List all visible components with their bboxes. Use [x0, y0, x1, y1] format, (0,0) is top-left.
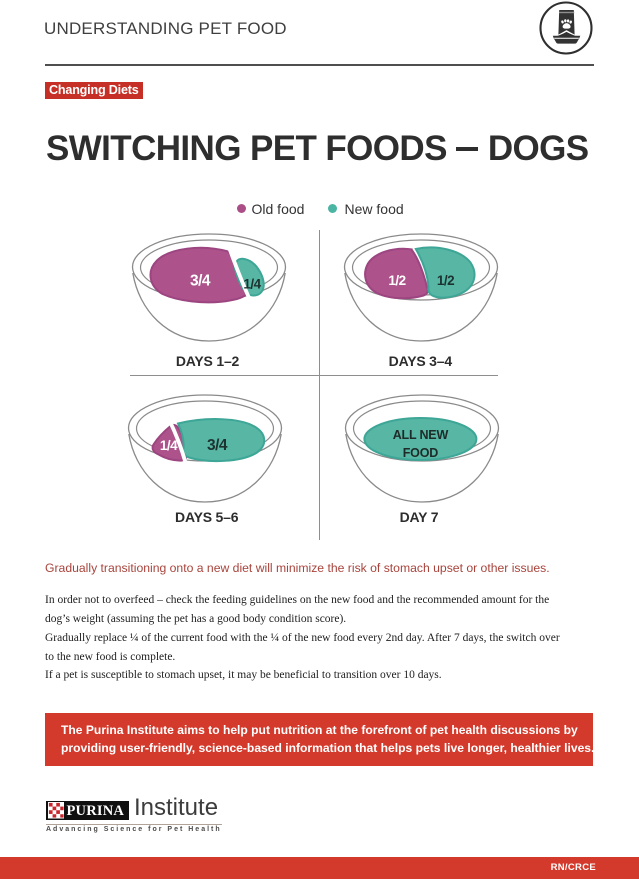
svg-text:1/4: 1/4 [160, 437, 178, 452]
svg-text:3/4: 3/4 [207, 437, 228, 454]
svg-text:3/4: 3/4 [189, 272, 210, 289]
svg-text:1/2: 1/2 [436, 273, 453, 288]
svg-text:1/4: 1/4 [243, 276, 261, 291]
svg-text:FOOD: FOOD [403, 445, 438, 459]
svg-text:ALL NEW: ALL NEW [393, 428, 449, 442]
svg-text:1/2: 1/2 [388, 273, 405, 288]
